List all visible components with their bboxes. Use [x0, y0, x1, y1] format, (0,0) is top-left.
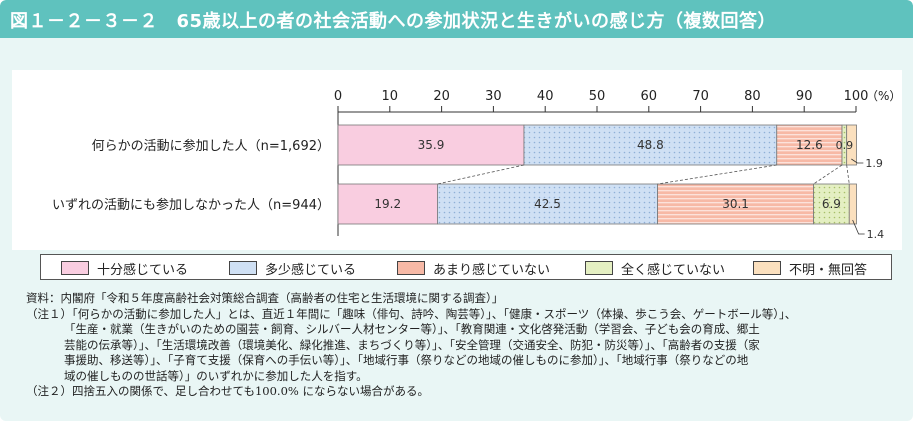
data-label: 42.5	[534, 197, 561, 211]
x-tick-label: 60	[641, 89, 658, 104]
note-line: 「生産・就業（生きがいのための園芸・飼育、シルバー人材センター等）」、「教育関連…	[64, 322, 760, 336]
bar-segment	[437, 183, 659, 225]
data-label: 12.6	[796, 138, 823, 152]
category-label: いずれの活動にも参加しなかった人（n=944）	[52, 197, 330, 213]
legend-item: 多少感じている	[229, 259, 357, 278]
title-bar: 図１－２－３－２ 65歳以上の者の社会活動への参加状況と生きがいの感じ方（複数回…	[0, 0, 913, 38]
connector-line	[846, 164, 850, 185]
connector-line	[437, 164, 525, 185]
note-line: （注２）四捨五入の関係で、足し合わせても100.0% にならない場合がある。	[26, 384, 429, 398]
data-label: 48.8	[637, 138, 664, 152]
bar-segment	[337, 124, 525, 166]
data-label: 6.9	[822, 197, 841, 211]
axis-unit: （%）	[866, 89, 901, 103]
legend-item: あまり感じていない	[397, 259, 551, 278]
notes: 資料：内閣府「令和５年度高齢社会対策総合調査（高齢者の住宅と生活環境に関する調査…	[26, 291, 901, 400]
legend-label: 不明・無回答	[789, 262, 868, 278]
chart-area: 0 10 20 30 40 50 60 70 80 90 100 （%） 何らかの活動に参加した人（n…	[12, 70, 902, 250]
legend-label: あまり感じていない	[433, 262, 551, 278]
category-label: 何らかの活動に参加した人（n=1,692）	[92, 138, 330, 154]
bar-segment	[776, 124, 843, 166]
x-tick-label: 10	[382, 89, 399, 104]
x-tick-label: 20	[433, 89, 450, 104]
x-tick-label: 100	[844, 89, 869, 104]
bar-segment	[657, 183, 814, 225]
data-label: 0.9	[836, 139, 854, 152]
data-label: 1.4	[867, 228, 885, 241]
legend-item: 十分感じている	[61, 259, 189, 278]
data-label: 35.9	[418, 138, 445, 152]
legend-label: 十分感じている	[97, 262, 189, 278]
data-label: 30.1	[722, 197, 749, 211]
legend-item: 不明・無回答	[753, 259, 868, 278]
figure-title: 図１－２－３－２ 65歳以上の者の社会活動への参加状況と生きがいの感じ方（複数回…	[10, 11, 777, 32]
bar-segment	[848, 183, 857, 225]
legend: 十分感じている 多少感じている あまり感じていない 全く感じていない 不明・無回答	[40, 254, 892, 280]
note-line: （注１）「何らかの活動に参加した人」とは、直近１年間に「趣味（俳句、詩吟、陶芸等…	[26, 306, 797, 321]
note-line: 芸能の伝承等）」、「生活環境改善（環境美化、緑化推進、まちづくり等）」、「安全管…	[64, 337, 760, 352]
legend-swatch	[397, 261, 425, 275]
legend-item: 全く感じていない	[585, 259, 726, 278]
legend-swatch	[585, 261, 613, 275]
legend-swatch	[229, 261, 257, 275]
callout-line	[852, 219, 865, 235]
legend-swatch	[61, 261, 89, 275]
data-label: 19.2	[374, 197, 401, 211]
x-tick-label: 50	[589, 89, 606, 104]
callout-line	[851, 158, 864, 164]
stacked-bar-chart: 0 10 20 30 40 50 60 70 80 90 100（%） 何らかの活動に参加した人（n…	[52, 89, 901, 241]
x-tick-label: 90	[796, 89, 813, 104]
note-line: 域の催しものの世話等）」のいずれかに参加した人を指す。	[64, 368, 368, 383]
note-line: 事援助、移送等）」、「子育て支援（保育への手伝い等）」、「地域行事（祭りなどの地…	[64, 353, 749, 367]
x-tick-label: 70	[692, 89, 709, 104]
x-tick-label: 80	[744, 89, 761, 104]
x-tick-label: 30	[485, 89, 502, 104]
legend-label: 多少感じている	[265, 262, 357, 278]
note-line: 資料：内閣府「令和５年度高齢社会対策総合調査（高齢者の住宅と生活環境に関する調査…	[26, 291, 504, 305]
bar-segment	[337, 183, 438, 225]
connector-line	[813, 164, 843, 185]
data-label: 1.9	[865, 157, 883, 170]
bar-segment	[523, 124, 778, 166]
legend-label: 全く感じていない	[621, 262, 726, 278]
bar-segment	[846, 124, 857, 166]
x-tick-label: 40	[537, 89, 554, 104]
connector-line	[657, 164, 777, 185]
legend-swatch	[753, 261, 781, 275]
x-tick-label: 0	[334, 89, 342, 104]
